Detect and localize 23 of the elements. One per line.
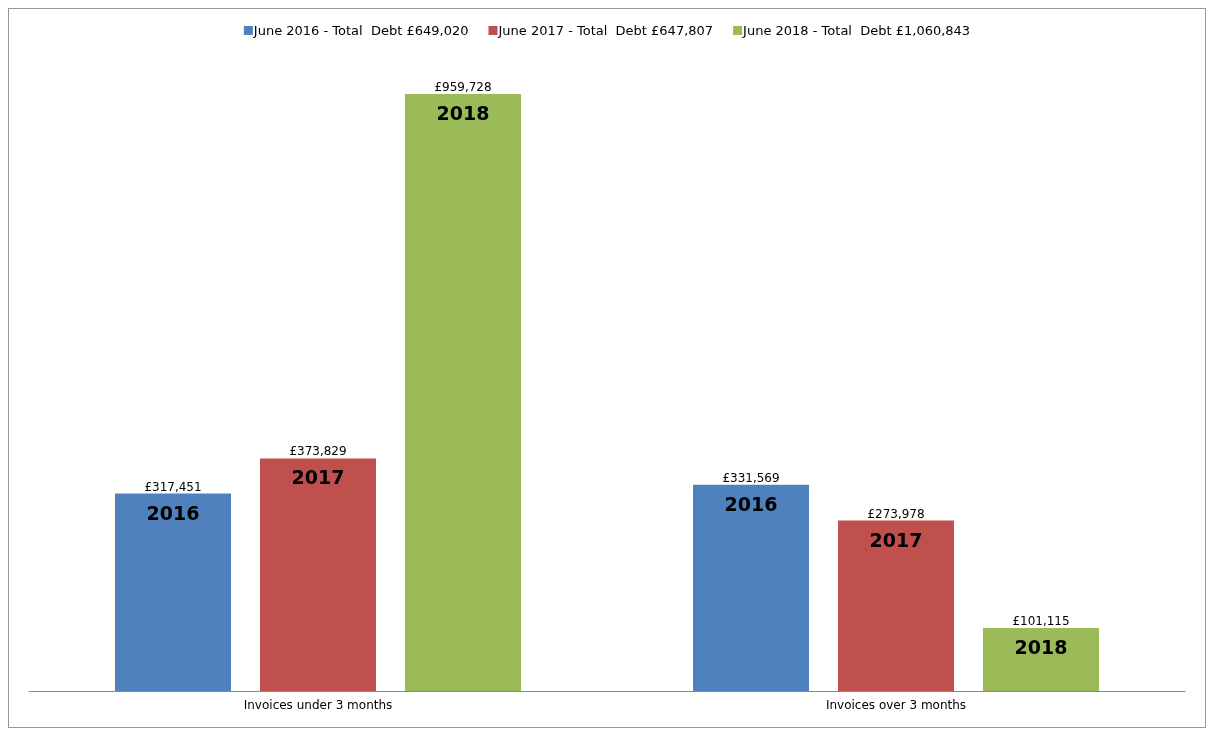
bar bbox=[115, 493, 231, 691]
data-label: £101,115 bbox=[1012, 614, 1070, 629]
legend-label: June 2018 - Total Debt £1,060,843 bbox=[742, 23, 971, 38]
annotation: 2017 bbox=[869, 528, 923, 551]
bar bbox=[693, 484, 809, 691]
legend-label: June 2016 - Total Debt £649,020 bbox=[252, 23, 469, 38]
annotation: 2016 bbox=[146, 501, 200, 524]
legend-label: June 2017 - Total Debt £647,807 bbox=[497, 23, 714, 38]
annotation: 2017 bbox=[291, 466, 345, 489]
annotation: 2018 bbox=[1014, 636, 1068, 659]
data-label: £959,728 bbox=[434, 80, 492, 95]
bar bbox=[983, 628, 1099, 691]
annotation: 2016 bbox=[724, 492, 778, 515]
bar bbox=[260, 458, 376, 691]
data-label: £373,829 bbox=[289, 444, 347, 459]
bar bbox=[838, 520, 954, 691]
annotation: 2018 bbox=[436, 102, 490, 125]
x-tick-label: Invoices under 3 months bbox=[243, 698, 393, 712]
bar bbox=[405, 94, 521, 691]
data-label: £273,978 bbox=[867, 506, 925, 521]
data-label: £331,569 bbox=[722, 470, 780, 485]
data-label: £317,451 bbox=[144, 479, 202, 494]
x-tick-label: Invoices over 3 months bbox=[825, 698, 967, 712]
